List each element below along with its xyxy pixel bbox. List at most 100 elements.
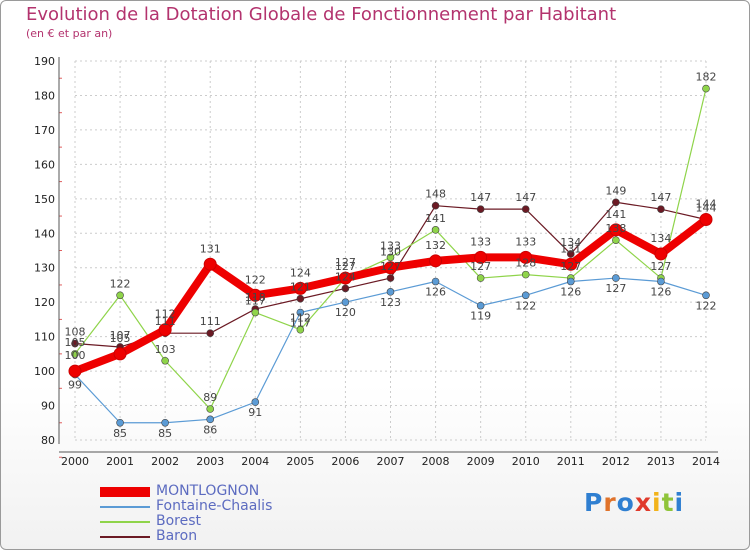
y-tick-label: 150	[34, 193, 55, 206]
logo-letter: i	[652, 488, 662, 517]
x-tick-label: 2011	[557, 455, 585, 468]
x-tick-label: 2006	[331, 455, 359, 468]
y-tick-label: 120	[34, 296, 55, 309]
data-point-baron	[296, 294, 305, 303]
data-point-montlognon	[609, 223, 623, 237]
logo-letter: t	[661, 488, 675, 517]
y-tick-label: 110	[34, 331, 55, 344]
data-label-fontaine-chaalis: 91	[248, 406, 262, 419]
x-tick-label: 2010	[512, 455, 540, 468]
data-label-borest: 127	[470, 260, 491, 273]
data-point-fontaine-chaalis	[431, 277, 440, 286]
data-label-montlognon: 131	[560, 242, 581, 255]
data-label-montlognon: 144	[696, 197, 717, 210]
data-label-baron: 111	[155, 315, 176, 328]
x-tick-label: 2001	[106, 455, 134, 468]
data-point-montlognon	[564, 257, 578, 271]
logo-letter: P	[584, 488, 604, 517]
data-point-baron	[386, 274, 395, 282]
data-point-baron	[476, 205, 485, 213]
x-tick-label: 2003	[196, 455, 224, 468]
data-point-baron	[431, 201, 440, 210]
data-label-borest: 133	[380, 239, 401, 252]
data-label-montlognon: 124	[290, 266, 311, 279]
data-label-baron: 118	[245, 291, 266, 304]
data-label-fontaine-chaalis: 85	[113, 427, 127, 440]
chart-subtitle: (en € et par an)	[26, 27, 113, 40]
legend-label: Fontaine-Chaalis	[156, 498, 273, 514]
data-point-borest	[206, 405, 215, 413]
x-tick-label: 2012	[602, 455, 630, 468]
x-tick-label: 2007	[377, 455, 405, 468]
data-label-baron: 147	[650, 191, 671, 204]
data-point-borest	[161, 356, 169, 365]
x-tick-label: 2013	[647, 455, 675, 468]
data-label-baron: 149	[605, 184, 626, 197]
data-label-montlognon: 131	[200, 242, 221, 255]
data-label-baron: 148	[425, 188, 446, 201]
data-label-fontaine-chaalis: 117	[290, 317, 311, 330]
data-label-fontaine-chaalis: 126	[560, 286, 581, 299]
data-label-fontaine-chaalis: 126	[425, 286, 446, 299]
data-label-fontaine-chaalis: 85	[158, 427, 172, 440]
legend-item-borest: Borest	[100, 514, 272, 529]
data-label-montlognon: 133	[515, 235, 536, 248]
proxiti-logo: Proxiti	[584, 488, 684, 517]
data-label-fontaine-chaalis: 123	[380, 296, 401, 309]
legend-item-fontaine-chaalis: Fontaine-Chaalis	[100, 499, 272, 514]
data-label-fontaine-chaalis: 86	[203, 423, 217, 436]
data-label-montlognon: 132	[425, 239, 446, 252]
legend-swatch	[100, 505, 150, 508]
data-point-borest	[251, 308, 260, 317]
data-point-borest	[612, 236, 620, 244]
logo-letter: o	[616, 488, 635, 517]
data-label-montlognon: 105	[110, 332, 131, 345]
y-tick-label: 140	[34, 227, 55, 240]
x-tick-label: 2000	[61, 455, 89, 468]
data-label-borest: 127	[560, 260, 581, 273]
x-tick-label: 2004	[241, 455, 269, 468]
data-point-borest	[386, 253, 395, 262]
data-point-montlognon	[429, 254, 443, 268]
data-point-borest	[476, 274, 485, 282]
data-label-borest: 182	[696, 71, 717, 84]
data-label-borest: 127	[335, 260, 356, 273]
y-tick-label: 130	[34, 262, 55, 275]
data-point-fontaine-chaalis	[702, 291, 710, 300]
data-point-montlognon	[519, 250, 533, 264]
data-label-borest: 122	[110, 277, 131, 290]
y-tick-label: 80	[41, 434, 55, 447]
data-label-borest: 127	[650, 260, 671, 273]
chart-legend: MONTLOGNON Fontaine-Chaalis Borest Baron	[100, 484, 272, 544]
data-label-fontaine-chaalis: 122	[515, 299, 536, 312]
data-label-borest: 117	[245, 295, 266, 308]
data-label-fontaine-chaalis: 120	[335, 306, 356, 319]
data-label-baron: 121	[290, 281, 311, 294]
data-point-fontaine-chaalis	[657, 277, 665, 286]
data-label-baron: 144	[696, 201, 717, 214]
data-point-borest	[296, 325, 305, 334]
data-point-montlognon	[203, 257, 217, 271]
data-label-fontaine-chaalis: 126	[650, 286, 671, 299]
data-point-borest	[702, 84, 710, 93]
legend-swatch	[100, 486, 150, 497]
data-point-fontaine-chaalis	[386, 288, 395, 296]
data-label-baron: 147	[470, 191, 491, 204]
data-label-montlognon: 100	[65, 349, 86, 362]
data-point-fontaine-chaalis	[296, 308, 305, 317]
data-label-baron: 111	[200, 315, 221, 328]
data-point-montlognon	[293, 281, 307, 295]
data-label-montlognon: 130	[380, 246, 401, 259]
x-tick-label: 2014	[692, 455, 720, 468]
data-label-fontaine-chaalis: 127	[605, 282, 626, 295]
data-point-montlognon	[158, 323, 172, 337]
data-label-borest: 141	[425, 212, 446, 225]
legend-item-baron: Baron	[100, 529, 272, 544]
legend-item-montlognon: MONTLOGNON	[100, 484, 272, 499]
data-label-borest: 103	[155, 343, 176, 356]
logo-letter: r	[603, 488, 617, 517]
data-label-montlognon: 141	[605, 208, 626, 221]
data-point-fontaine-chaalis	[341, 298, 350, 306]
legend-label: Baron	[156, 528, 198, 544]
